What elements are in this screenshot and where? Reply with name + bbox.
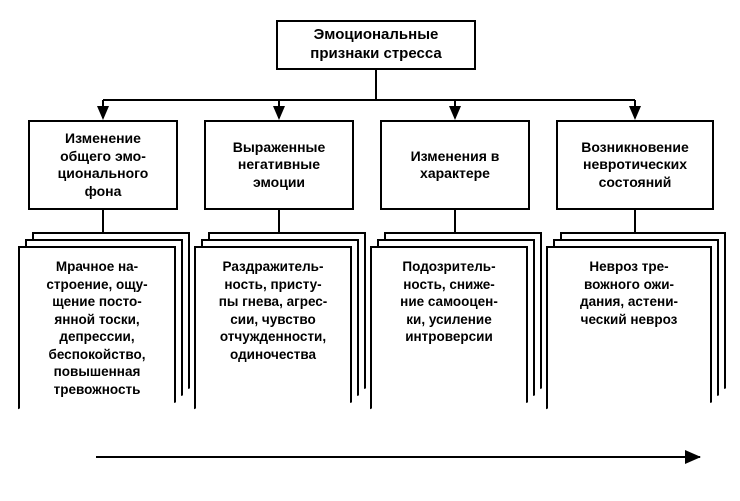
category-node: Изменение общего эмо-ционального фона xyxy=(28,120,178,210)
detail-note: Подозритель-ность, сниже-ние самооцен-ки… xyxy=(370,246,528,416)
category-node: Выраженные негативные эмоции xyxy=(204,120,354,210)
root-node: Эмоциональныепризнаки стресса xyxy=(276,20,476,70)
detail-stack: Раздражитель-ность, присту-пы гнева, агр… xyxy=(194,246,370,416)
detail-stack: Мрачное на-строение, ощу-щение посто-янн… xyxy=(18,246,194,416)
diagram-canvas: Эмоциональныепризнаки стресса Изменение о… xyxy=(0,0,740,501)
category-node: Изменения в характере xyxy=(380,120,530,210)
detail-stack: Невроз тре-вожного ожи-дания, астени-чес… xyxy=(546,246,730,416)
spectrum-arrow xyxy=(96,456,700,458)
category-node: Возникновение невротических состояний xyxy=(556,120,714,210)
detail-note: Раздражитель-ность, присту-пы гнева, агр… xyxy=(194,246,352,416)
detail-stack: Подозритель-ность, сниже-ние самооцен-ки… xyxy=(370,246,546,416)
detail-note: Невроз тре-вожного ожи-дания, астени-чес… xyxy=(546,246,712,416)
detail-note: Мрачное на-строение, ощу-щение посто-янн… xyxy=(18,246,176,416)
